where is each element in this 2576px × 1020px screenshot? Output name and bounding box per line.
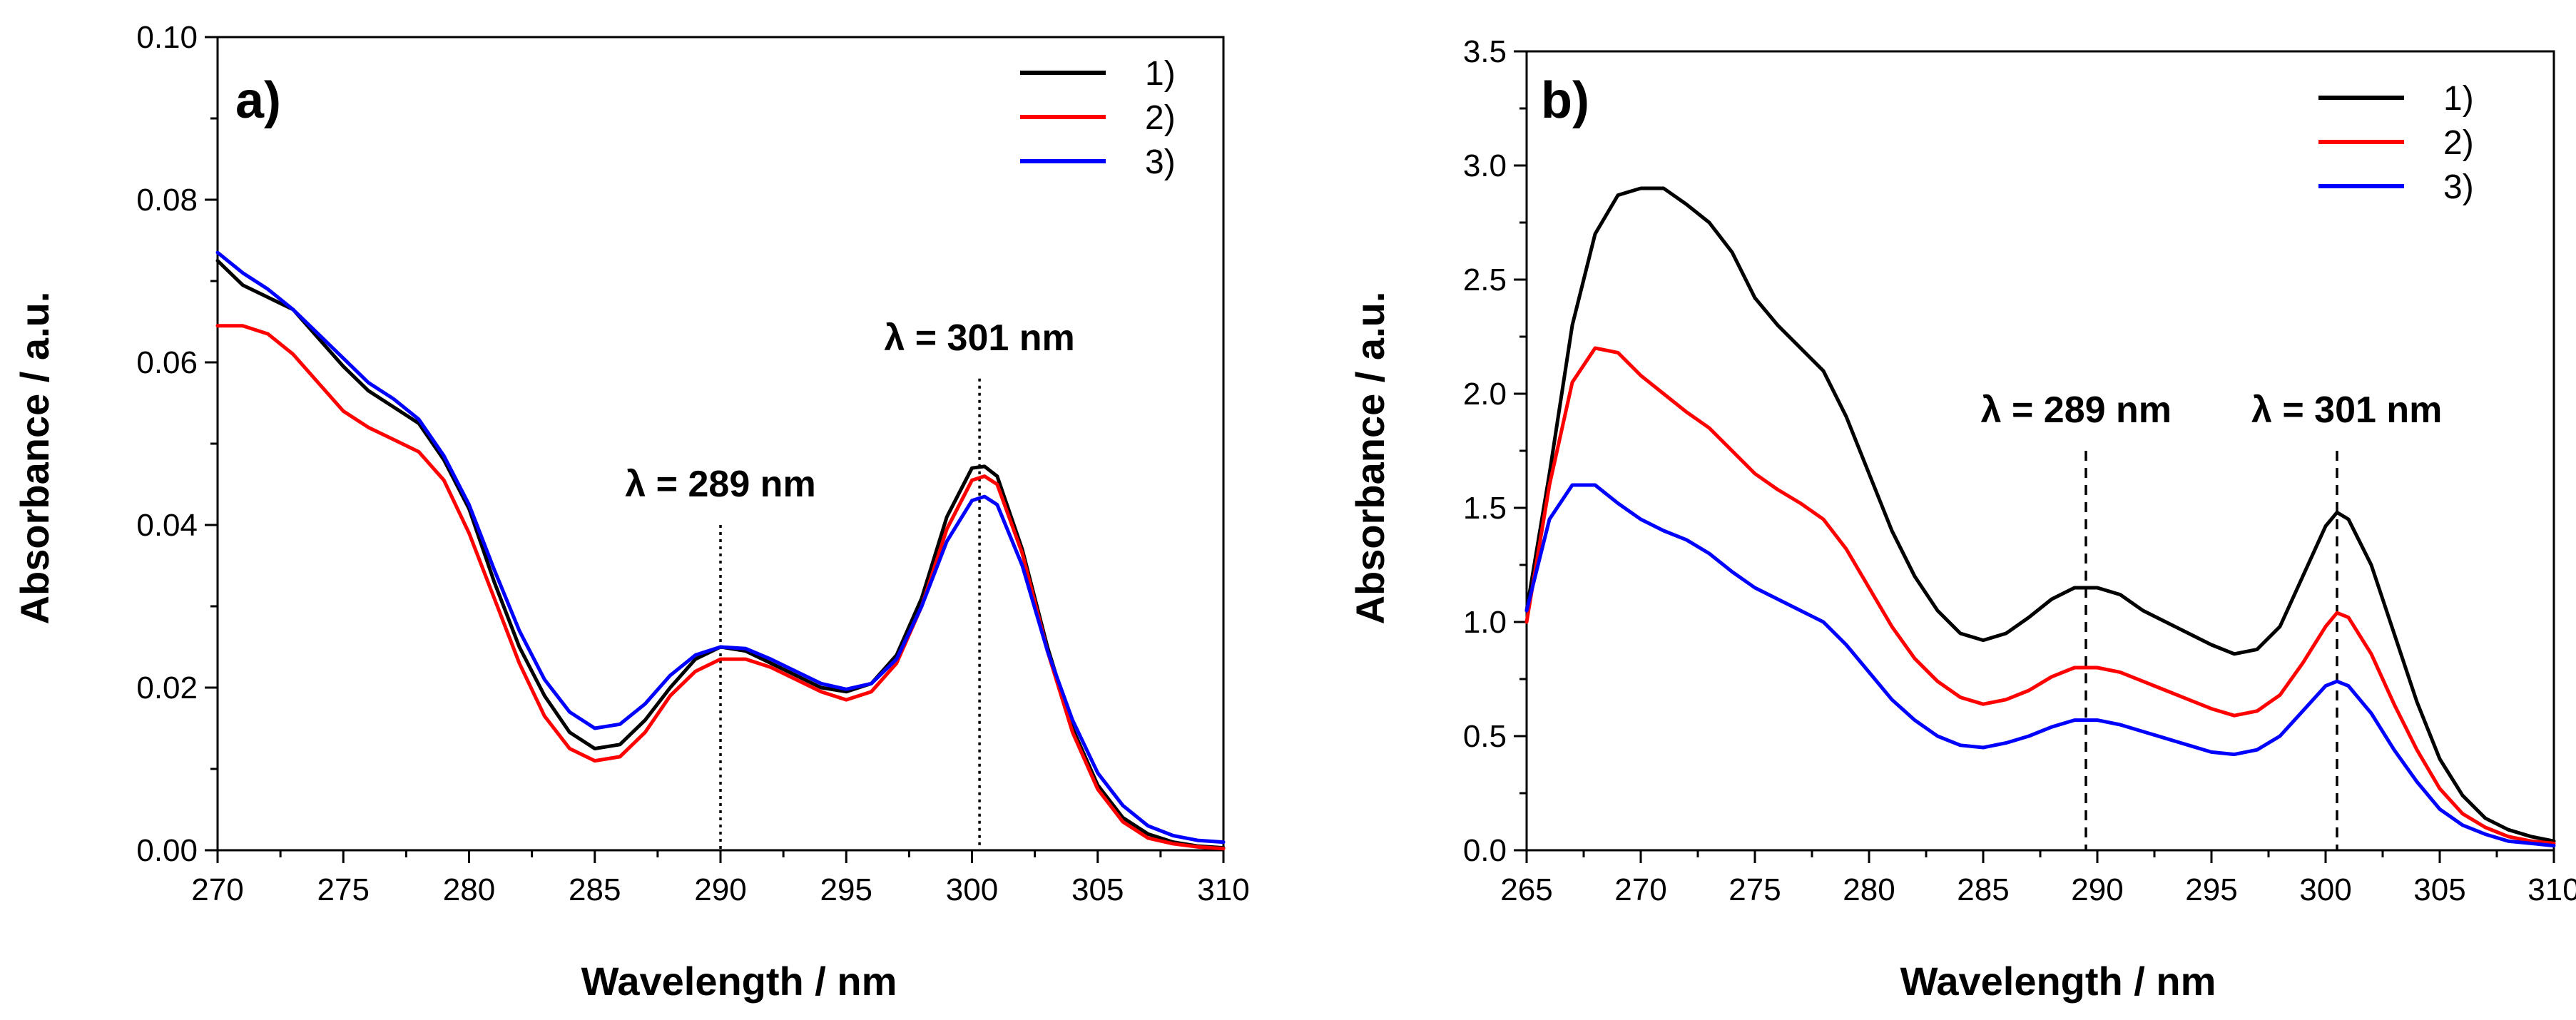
- x-tick-label: 280: [443, 872, 495, 907]
- y-tick-label: 2.0: [1463, 377, 1507, 412]
- y-tick-label: 0.04: [136, 508, 198, 543]
- x-tick-label: 275: [317, 872, 370, 907]
- y-tick-label: 0.10: [136, 20, 198, 55]
- x-tick-label: 265: [1500, 872, 1552, 907]
- y-tick-label: 0.5: [1463, 719, 1507, 754]
- x-tick-label: 285: [1957, 872, 2009, 907]
- x-tick-label: 300: [946, 872, 998, 907]
- legend-label: 1): [2443, 80, 2474, 118]
- series-line-3: [1524, 483, 2556, 848]
- y-axis-title: Absorbance / a.u.: [1348, 292, 1393, 625]
- legend-label: 2): [1145, 99, 1176, 137]
- x-tick-label: 280: [1843, 872, 1895, 907]
- x-axis-title: Wavelength / nm: [581, 959, 897, 1004]
- legend-label: 2): [2443, 124, 2474, 162]
- y-tick-label: 1.0: [1463, 605, 1507, 640]
- series-line-3: [215, 250, 1226, 845]
- y-tick-label: 1.5: [1463, 491, 1507, 526]
- y-tick-label: 0.08: [136, 183, 198, 218]
- annotation-label: λ = 289 nm: [1981, 389, 2172, 431]
- annotation-label: λ = 301 nm: [2251, 389, 2442, 431]
- x-tick-label: 305: [1071, 872, 1124, 907]
- x-tick-label: 290: [694, 872, 746, 907]
- y-tick-label: 2.5: [1463, 262, 1507, 297]
- y-tick-label: 0.06: [136, 345, 198, 380]
- panel-label: a): [235, 72, 281, 129]
- x-axis-title: Wavelength / nm: [1900, 959, 2216, 1004]
- x-tick-label: 310: [1197, 872, 1249, 907]
- x-tick-label: 295: [2185, 872, 2237, 907]
- y-tick-label: 3.0: [1463, 148, 1507, 183]
- x-tick-label: 270: [191, 872, 243, 907]
- y-tick-label: 0.00: [136, 833, 198, 868]
- panel-b: b) Wavelength / nm Absorbance / a.u. 265…: [1348, 34, 2576, 1004]
- y-tick-label: 0.0: [1463, 833, 1507, 868]
- panel-a: a) Wavelength / nm Absorbance / a.u. 270…: [12, 20, 1250, 1004]
- x-tick-label: 290: [2071, 872, 2123, 907]
- legend-label: 3): [1145, 143, 1176, 181]
- panel-label: b): [1541, 72, 1589, 129]
- annotation-label: λ = 289 nm: [625, 464, 815, 505]
- legend-label: 1): [1145, 55, 1176, 93]
- x-tick-label: 310: [2527, 872, 2576, 907]
- x-tick-label: 300: [2299, 872, 2351, 907]
- legend-label: 3): [2443, 168, 2474, 206]
- y-tick-label: 3.5: [1463, 34, 1507, 69]
- x-tick-label: 295: [820, 872, 872, 907]
- series-line-2: [1524, 346, 2556, 845]
- x-tick-label: 270: [1614, 872, 1666, 907]
- x-tick-label: 285: [569, 872, 621, 907]
- y-axis-title: Absorbance / a.u.: [12, 292, 57, 625]
- y-tick-label: 0.02: [136, 670, 198, 705]
- x-tick-label: 275: [1729, 872, 1781, 907]
- annotation-label: λ = 301 nm: [884, 317, 1074, 359]
- series-line-1: [1524, 186, 2556, 843]
- x-tick-label: 305: [2413, 872, 2465, 907]
